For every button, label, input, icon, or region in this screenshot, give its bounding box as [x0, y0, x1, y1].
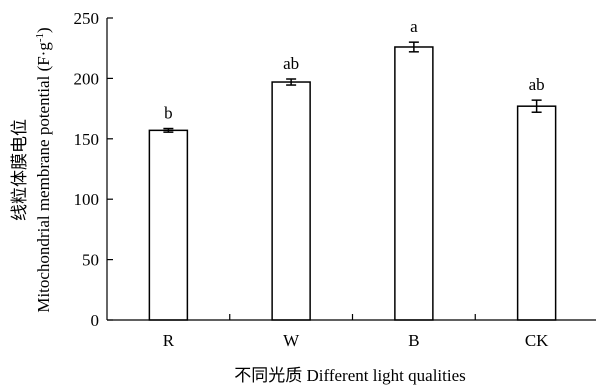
y-tick-label: 250 [74, 9, 100, 28]
y-tick-label: 0 [91, 311, 100, 330]
x-tick-label: R [163, 331, 175, 350]
labels-layer: 0 50 100 150 200 250 b Rab Wa Bab CK [74, 9, 550, 350]
significance-label: ab [283, 54, 299, 73]
y-axis-title-end: ) [34, 27, 53, 33]
y-axis-title-main: Mitochondrial membrane potential (F·g [34, 42, 53, 313]
y-tick-label: 200 [74, 69, 100, 88]
bars-layer [148, 41, 557, 321]
y-tick-label: 150 [74, 130, 100, 149]
bar-w [271, 81, 311, 321]
x-tick-label: CK [525, 331, 549, 350]
significance-label: b [164, 104, 173, 123]
bar-b [394, 46, 434, 321]
y-tick-label: 100 [74, 190, 100, 209]
y-tick-label: 50 [82, 251, 99, 270]
axes-layer [106, 17, 596, 321]
x-axis-title: 不同光质 Different light qualities [234, 366, 466, 385]
y-axis-title-superscript: -1 [34, 33, 46, 42]
x-tick-label: B [408, 331, 419, 350]
significance-label: a [410, 17, 418, 36]
y-axis-title-english: Mitochondrial membrane potential (F·g-1) [34, 27, 53, 312]
significance-label: ab [529, 75, 545, 94]
bar-r [148, 129, 189, 321]
y-axis-title-chinese: 线粒体膜电位 [10, 119, 29, 221]
x-tick-label: W [283, 331, 300, 350]
bar-ck [516, 105, 557, 321]
